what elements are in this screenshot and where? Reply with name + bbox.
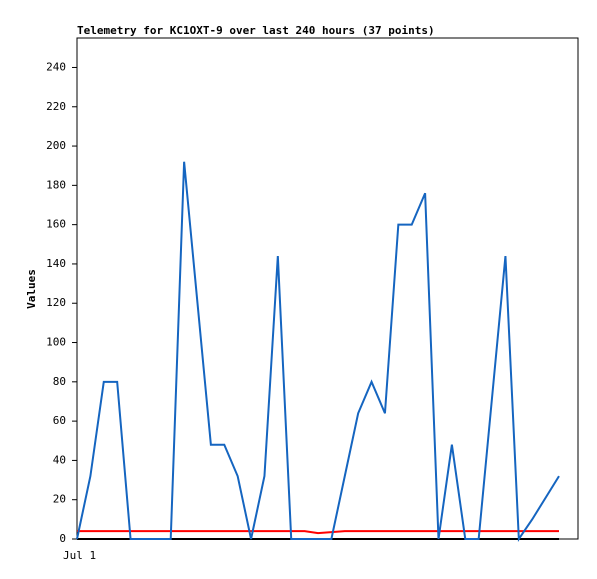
y-tick-label: 140 <box>46 257 66 270</box>
y-tick-label: 160 <box>46 218 66 231</box>
y-tick-label: 220 <box>46 100 66 113</box>
series-line <box>77 530 559 535</box>
x-tick-label: Jul 1 <box>63 549 96 562</box>
y-tick-label: 80 <box>53 375 66 388</box>
y-tick-label: 60 <box>53 414 66 427</box>
y-tick-label: 40 <box>53 453 66 466</box>
chart-title: Telemetry for KC1OXT-9 over last 240 hou… <box>77 24 435 37</box>
y-tick-label: 240 <box>46 60 66 73</box>
series-line <box>76 161 560 543</box>
y-tick-label: 120 <box>46 296 66 309</box>
y-tick-label: 100 <box>46 336 66 349</box>
y-tick-label: 200 <box>46 139 66 152</box>
y-axis-label: Values <box>25 269 38 309</box>
y-tick-label: 20 <box>53 493 66 506</box>
y-tick-label: 0 <box>59 532 66 545</box>
y-tick-label: 180 <box>46 178 66 191</box>
